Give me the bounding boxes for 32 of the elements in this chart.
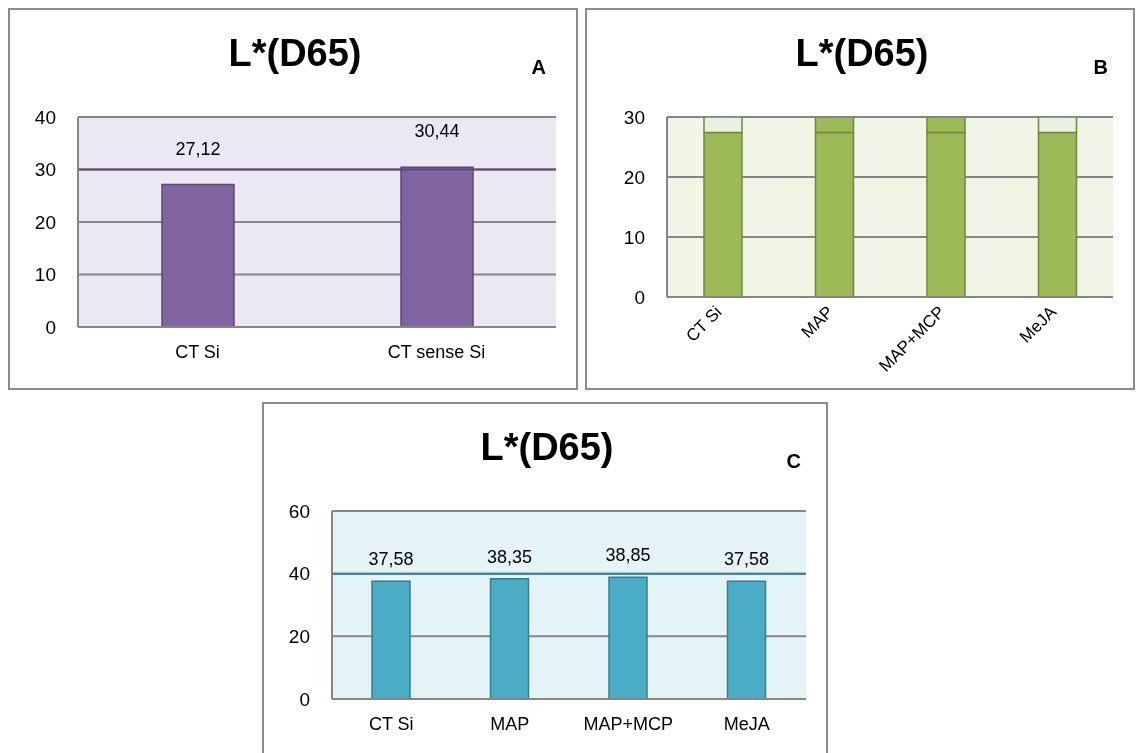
x-tick-label: CT sense Si [387,341,486,362]
data-label: 37,58 [723,549,770,570]
chart-title: L*(D65) [795,32,929,74]
text: A [531,56,546,79]
y-tick-label: 10 [34,264,56,286]
data-label: 38,85 [605,545,651,566]
y-tick-label: 30 [623,106,645,128]
data-label: 37,58 [368,549,414,570]
y-tick-label: 0 [634,286,645,308]
data-label: 27,12 [175,138,221,159]
x-tick-label: MeJA [723,713,770,734]
y-tick-label: 0 [45,316,56,338]
data-label: 30,44 [414,121,460,142]
x-tick-label: CT Si [682,302,726,346]
data-label: 38,35 [486,546,533,567]
y-tick-label: 20 [288,626,310,648]
x-tick-label: CT Si [175,341,220,362]
x-tick-label: MAP [490,713,530,734]
text: B [1093,56,1108,79]
y-tick-label: 60 [288,500,310,522]
y-tick-label: 30 [34,159,56,181]
y-tick-label: 20 [623,166,645,188]
y-tick-label: 10 [623,226,645,248]
y-tick-label: 0 [299,688,310,710]
chart-title: L*(D65) [480,426,614,468]
chart-title: L*(D65) [228,32,362,74]
text: C [786,450,801,473]
y-tick-label: 40 [288,563,310,585]
y-tick-label: 40 [34,106,56,128]
y-tick-label: 20 [34,211,56,233]
x-tick-label: CT Si [368,713,414,734]
x-tick-label: MAP+MCP [583,713,674,734]
